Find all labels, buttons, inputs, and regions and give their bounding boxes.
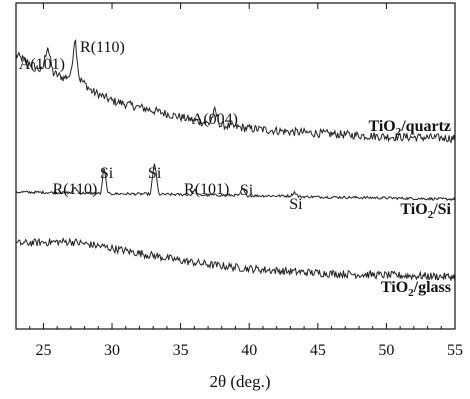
x-tick-label: 40 bbox=[241, 342, 257, 359]
series-label: TiO2/glass bbox=[381, 279, 451, 299]
series-labels-group: TiO2/quartz TiO2/Si TiO2/glass bbox=[368, 118, 451, 299]
peak-label: A(101) bbox=[19, 56, 65, 73]
peak-label: R(110) bbox=[53, 181, 98, 198]
peak-label: A(004) bbox=[192, 111, 238, 128]
x-tick-label: 45 bbox=[310, 342, 326, 359]
peak-label: R(101) bbox=[184, 181, 229, 198]
series-label: TiO2/quartz bbox=[368, 118, 451, 138]
peak-label: Si bbox=[100, 165, 114, 182]
x-axis: 25 30 35 40 45 50 55 bbox=[15, 3, 463, 359]
peak-label: Si bbox=[289, 196, 303, 213]
x-tick-label: 25 bbox=[35, 342, 51, 359]
x-axis-label: 2θ (deg.) bbox=[209, 372, 270, 391]
peak-label: Si bbox=[240, 182, 254, 199]
series-line-1 bbox=[15, 163, 456, 202]
plot-series-group bbox=[15, 39, 456, 281]
series-line-2 bbox=[15, 237, 456, 281]
x-tick-label: 50 bbox=[378, 342, 394, 359]
x-tick-label: 30 bbox=[104, 342, 120, 359]
peak-label: R(110) bbox=[80, 39, 125, 56]
x-tick-label: 35 bbox=[173, 342, 189, 359]
x-tick-label: 55 bbox=[447, 342, 463, 359]
series-line-0 bbox=[15, 39, 456, 144]
peak-label: Si bbox=[148, 165, 162, 182]
series-label: TiO2/Si bbox=[400, 201, 451, 221]
